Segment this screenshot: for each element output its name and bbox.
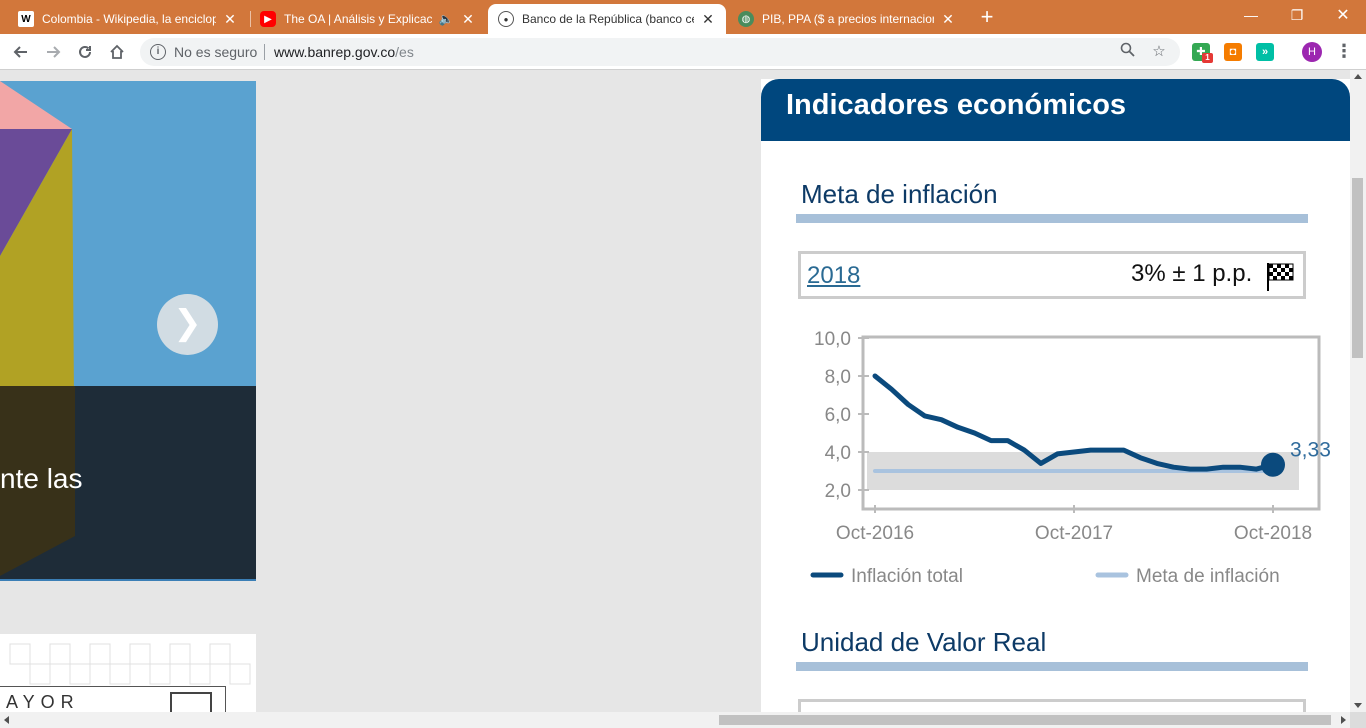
minimize-icon[interactable]: — [1244,7,1258,23]
extension-icon-green[interactable]: ✚ 1 [1192,43,1213,63]
back-button[interactable] [8,39,34,65]
chart-legend: Inflación total Meta de inflación [810,566,1280,587]
tab-strip: W Colombia - Wikipedia, la enciclop ✕ ▶ … [0,0,1366,34]
y-tick-label: 10,0 [814,329,851,350]
reload-button[interactable] [72,39,98,65]
close-window-icon[interactable]: ✕ [1336,7,1350,24]
reload-icon [79,45,91,58]
panel-header: Indicadores económicos [761,79,1350,141]
tab-title: Banco de la República (banco cen [522,12,694,26]
x-tick-label: Oct-2018 [1234,523,1312,544]
chart-series: 3,33 [872,373,1331,477]
tab-separator [250,11,251,27]
x-tick-label: Oct-2017 [1035,523,1113,544]
scroll-down-arrow[interactable] [1354,703,1362,708]
profile-avatar[interactable]: H [1302,42,1322,62]
last-value-marker [1261,452,1285,477]
tab-banrep[interactable]: ● Banco de la República (banco cen ✕ [488,4,726,34]
banrep-icon: ● [498,11,514,27]
decorative-pattern [9,643,251,685]
scroll-up-arrow[interactable] [1354,74,1362,79]
y-tick-label: 8,0 [825,367,851,388]
url-text[interactable]: www.banrep.gov.co/es [274,44,414,60]
browser-toolbar: i No es seguro www.banrep.gov.co/es ☆ ✚ 1… [0,34,1366,70]
forward-button[interactable] [40,39,66,65]
inflation-chart: 2,04,06,08,010,0 Oct-2016 Oct-2017 Oct-201… [810,329,1331,587]
close-icon[interactable]: ✕ [224,11,236,27]
inflation-section-title: Meta de inflación [801,179,998,209]
globe-icon: ◍ [738,11,754,27]
tab-title: The OA | Análisis y Explicació [284,12,432,26]
wikipedia-icon: W [18,11,34,27]
url-host: www.banrep.gov.co [274,44,396,60]
close-icon[interactable]: ✕ [942,11,954,27]
section-rule [796,662,1308,671]
youtube-icon: ▶ [260,11,276,27]
tab-title: Colombia - Wikipedia, la enciclop [42,12,216,26]
zoom-icon[interactable] [1117,42,1137,62]
extension-icon-teal[interactable]: » [1256,43,1274,61]
tab-pib[interactable]: ◍ PIB, PPA ($ a precios internaciona ✕ [728,4,966,34]
uvr-section-title: Unidad de Valor Real [801,627,1047,657]
carousel-next-button[interactable]: ❯ [157,294,218,355]
page-viewport: nte las ❯ AYOR Indicadores económicos Me… [0,70,1350,712]
promo-banner[interactable]: AYOR [0,634,256,712]
x-tick-label: Oct-2016 [836,523,914,544]
vertical-scroll-thumb[interactable] [1352,178,1363,358]
checkered-flag-icon [1267,263,1294,291]
new-tab-button[interactable]: + [980,4,994,29]
promo-text: AYOR [6,692,80,712]
scroll-right-arrow[interactable] [1341,716,1346,724]
hero-carousel[interactable]: nte las ❯ [0,81,256,581]
target-value: 3% ± 1 p.p. [1131,260,1253,287]
arrow-right-icon [47,46,61,58]
y-tick-label: 4,0 [825,443,851,464]
url-path: /es [395,44,414,60]
close-icon[interactable]: ✕ [462,11,474,27]
carousel-caption: nte las [0,463,83,494]
tab-wikipedia[interactable]: W Colombia - Wikipedia, la enciclop ✕ [8,4,248,34]
magnifier-icon [1120,42,1135,57]
panel-title: Indicadores económicos [786,89,1127,121]
horizontal-scroll-thumb[interactable] [719,715,1331,725]
address-bar[interactable]: i No es seguro www.banrep.gov.co/es ☆ [140,38,1180,66]
y-axis: 2,0 4,0 6,0 8,0 10,0 [814,329,869,502]
vertical-scrollbar[interactable] [1350,70,1366,712]
horizontal-scrollbar[interactable] [0,712,1350,728]
scroll-left-arrow[interactable] [4,716,9,724]
uvr-box [798,699,1306,712]
divider [264,44,265,60]
security-label[interactable]: No es seguro [174,44,258,60]
home-button[interactable] [104,39,130,65]
extension-badge: 1 [1202,53,1213,63]
restore-icon[interactable]: ❐ [1290,6,1304,23]
promo-frame [0,686,226,712]
y-tick-label: 6,0 [825,405,851,426]
close-icon[interactable]: ✕ [702,11,714,27]
bookmark-star-icon[interactable]: ☆ [1152,43,1166,60]
speaker-icon[interactable]: 🔈 [438,12,454,26]
section-rule [796,214,1308,223]
scrollbar-corner [1350,712,1366,728]
last-value-label: 3,33 [1290,439,1331,462]
carousel-bottom-line [0,579,256,581]
legend-label-target: Meta de inflación [1136,566,1280,587]
tab-youtube[interactable]: ▶ The OA | Análisis y Explicació 🔈 ✕ [250,4,486,34]
inflation-target-box: 2018 3% ± 1 p.p. [798,251,1306,299]
menu-kebab-icon[interactable]: ⋮ [1335,41,1353,61]
info-icon[interactable]: i [150,44,166,60]
tab-title: PIB, PPA ($ a precios internaciona [762,12,934,26]
target-year-link[interactable]: 2018 [807,262,861,289]
legend-label-inflation: Inflación total [851,566,963,587]
indicators-panel: Indicadores económicos Meta de inflación… [761,79,1350,712]
y-tick-label: 2,0 [825,481,851,502]
home-icon [110,44,124,59]
x-axis: Oct-2016 Oct-2017 Oct-2018 [836,505,1312,544]
extension-icon-orange[interactable]: ◘ [1224,43,1242,61]
series-line-inflation [872,373,1276,472]
promo-arrow-icon [170,692,212,712]
carousel-overlay-shape [0,386,75,576]
arrow-left-icon [13,46,27,58]
